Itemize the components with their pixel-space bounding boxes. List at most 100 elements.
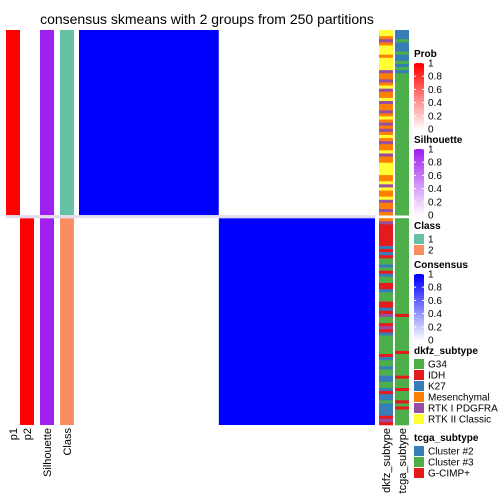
dkfz-cell [379,242,393,247]
dkfz-cell [379,88,393,93]
tcga-cell [395,255,409,259]
silhouette-legend-tick-label: 1 [428,145,434,156]
prob-legend-tick-label: 0.4 [428,98,442,109]
silhouette-legend-gradient-step [414,184,424,187]
dkfz-cell [379,122,393,126]
tcga-cell [395,301,409,305]
dkfz-cell [379,212,393,216]
tcga-cell [395,409,409,413]
tcga-cell [395,381,409,386]
dkfz-cell [379,320,393,324]
dkfz-cell [379,239,393,244]
tcga-cell [395,171,409,176]
tcga-cell [395,97,409,102]
prob-legend-gradient-step [414,87,424,90]
dkfz-cell [379,36,393,40]
consensus-legend-tick-label: 0.2 [428,322,442,333]
tcga-cell [395,51,409,55]
tcga-cell [395,387,409,392]
silhouette-legend-gradient-step [414,199,424,203]
tcga-cell [395,412,409,417]
consensus-block-2-1 [79,218,219,425]
dkfz-cell [379,338,393,342]
dkfz-cell [379,289,393,293]
tcga-cell [395,267,409,271]
silhouette-cell-group1 [40,30,54,216]
dkfz-cell [379,144,393,148]
tcga-cell [395,196,409,201]
dkfz-cell [379,381,393,386]
dkfz-subtype-legend-title: dkfz_subtype [414,346,478,357]
dkfz-cell [379,67,393,71]
dkfz-cell [379,60,393,65]
tcga-cell [395,168,409,173]
tcga-cell [395,39,409,43]
consensus-legend-tick-label: 0.6 [428,296,442,307]
dkfz-cell [379,187,393,191]
dkfz-cell [379,193,393,197]
silhouette-legend-gradient-step [414,208,424,212]
tcga-cell [395,76,409,80]
silhouette-legend-gradient-step [414,179,424,183]
consensus-legend-gradient-step [414,300,424,304]
dkfz-cell [379,329,393,333]
prob-legend-gradient-step [414,104,424,108]
tcga-cell [395,147,409,151]
dkfz-cell [379,316,393,321]
dkfz-cell [379,79,393,83]
dkfz-cell [379,165,393,170]
prob-legend-gradient-step [414,115,424,119]
tcga-cell [395,91,409,96]
tcga-cell [395,357,409,361]
tcga-cell [395,184,409,188]
prob-legend-gradient-step [414,118,424,121]
dkfz-column-label: dkfz_subtype [381,428,393,493]
tcga-cell [395,344,409,349]
tcga-cell [395,125,409,130]
dkfz-cell [379,63,393,68]
dkfz-cell [379,298,393,302]
tcga-cell [395,286,409,290]
dkfz-cell [379,168,393,173]
dkfz-cell [379,76,393,80]
tcga-cell [395,131,409,136]
dkfz-cell [379,363,393,367]
consensus-legend-gradient-step [414,331,424,334]
tcga-cell [395,209,409,213]
dkfz-cell [379,270,393,275]
consensus-legend-gradient-step [414,320,424,323]
dkfz-cell [379,159,393,164]
prob-legend-gradient-step [414,76,424,79]
p1-column-label: p1 [8,428,20,440]
prob-legend-gradient-step [414,109,424,112]
tcga-cell [395,45,409,49]
tcga-cell [395,320,409,324]
consensus-block-1-2 [218,30,375,216]
dkfz-cell [379,147,393,151]
silhouette-legend-gradient-step [414,164,424,168]
consensus-legend-gradient-step [414,335,424,339]
tcga-cell [395,338,409,342]
silhouette-cell-group2 [40,218,54,425]
dkfz-subtype-legend-swatch [414,381,424,391]
tcga-cell [395,73,409,77]
tcga-cell [395,270,409,275]
dkfz-cell [379,110,393,114]
dkfz-subtype-legend-label: G34 [428,360,447,371]
dkfz-cell [379,57,393,62]
tcga-cell [395,205,409,210]
prob-legend-title: Prob [414,49,437,60]
tcga-cell [395,190,409,194]
tcga-cell [395,153,409,157]
tcga-cell [395,261,409,265]
dkfz-subtype-legend-label: RTK II Classic [428,415,491,426]
dkfz-cell [379,307,393,312]
consensus-legend-gradient-step [414,318,424,321]
dkfz-cell [379,39,393,43]
group-separator [6,215,375,219]
silhouette-legend-gradient-step [414,157,424,161]
class-legend-swatch [414,234,424,244]
tcga-cell [395,236,409,241]
tcga-cell [395,193,409,197]
dkfz-cell [379,224,393,228]
